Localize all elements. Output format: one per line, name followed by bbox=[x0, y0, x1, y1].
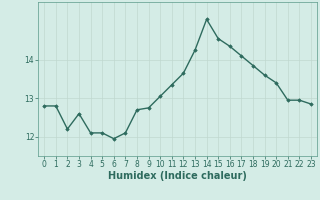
X-axis label: Humidex (Indice chaleur): Humidex (Indice chaleur) bbox=[108, 171, 247, 181]
